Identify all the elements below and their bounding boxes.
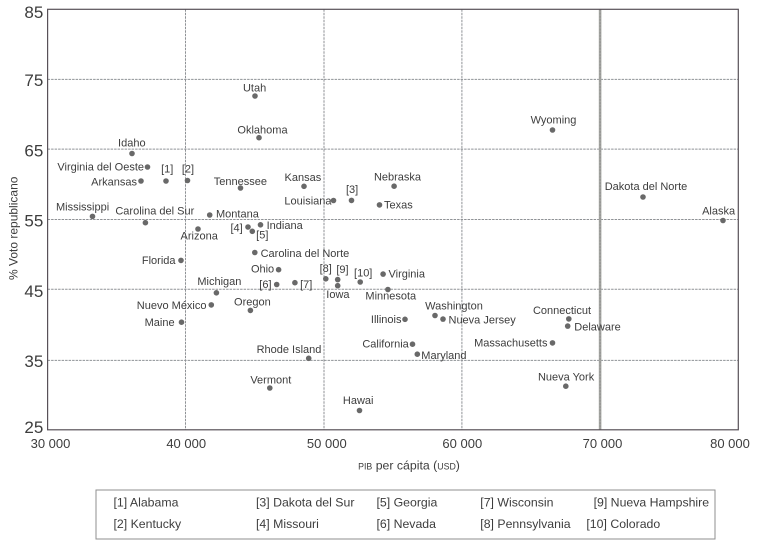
svg-text:40 000: 40 000 — [166, 436, 206, 451]
svg-text:Illinois: Illinois — [371, 314, 402, 326]
svg-text:Carolina del Sur: Carolina del Sur — [115, 205, 194, 217]
svg-text:Mississippi: Mississippi — [56, 202, 109, 214]
svg-text:[2]: [2] — [182, 164, 194, 176]
svg-text:Maryland: Maryland — [421, 350, 466, 362]
svg-text:[5]: [5] — [256, 230, 268, 242]
svg-text:[8]: [8] — [320, 263, 332, 275]
svg-text:Utah: Utah — [243, 83, 266, 95]
svg-text:Delaware: Delaware — [574, 322, 620, 334]
svg-text:Carolina del Norte: Carolina del Norte — [261, 248, 350, 260]
svg-text:[9]: [9] — [336, 264, 348, 276]
svg-text:Idaho: Idaho — [118, 138, 146, 150]
svg-text:Washington: Washington — [425, 301, 483, 313]
svg-text:Dakota del Norte: Dakota del Norte — [605, 181, 688, 193]
svg-text:Wyoming: Wyoming — [531, 114, 577, 126]
svg-text:65: 65 — [24, 141, 43, 160]
svg-text:[10]: [10] — [354, 268, 372, 280]
svg-text:Ohio: Ohio — [251, 264, 274, 276]
svg-text:80 000: 80 000 — [710, 436, 750, 451]
svg-text:Oregon: Oregon — [234, 297, 271, 309]
svg-text:Maine: Maine — [145, 317, 175, 329]
svg-text:[9] Nueva Hampshire: [9] Nueva Hampshire — [594, 496, 710, 510]
svg-text:85: 85 — [24, 3, 43, 22]
svg-text:[1] Alabama: [1] Alabama — [114, 496, 179, 510]
svg-text:Virginia del Oeste: Virginia del Oeste — [57, 162, 144, 174]
svg-text:Nuevo México: Nuevo México — [137, 300, 207, 312]
svg-text:[3]: [3] — [346, 184, 358, 196]
svg-text:California: California — [362, 339, 409, 351]
svg-text:60 000: 60 000 — [442, 436, 482, 451]
svg-text:35: 35 — [24, 352, 43, 371]
svg-text:PIB per cápita (USD): PIB per cápita (USD) — [358, 459, 460, 473]
svg-text:[3] Dakota del Sur: [3] Dakota del Sur — [256, 496, 354, 510]
svg-text:Arizona: Arizona — [181, 230, 219, 242]
svg-text:Connecticut: Connecticut — [533, 305, 591, 317]
svg-text:Iowa: Iowa — [326, 289, 350, 301]
svg-text:Rhode Island: Rhode Island — [257, 344, 322, 356]
svg-text:Nueva York: Nueva York — [538, 371, 595, 383]
svg-text:[6] Nevada: [6] Nevada — [377, 517, 437, 531]
svg-text:[8] Pennsylvania: [8] Pennsylvania — [480, 517, 570, 531]
svg-text:[4]: [4] — [230, 222, 242, 234]
svg-text:70 000: 70 000 — [583, 436, 623, 451]
svg-text:Hawai: Hawai — [343, 395, 374, 407]
svg-text:50 000: 50 000 — [307, 436, 347, 451]
svg-text:Kansas: Kansas — [285, 172, 322, 184]
svg-text:Montana: Montana — [216, 209, 260, 221]
svg-text:[7] Wisconsin: [7] Wisconsin — [480, 496, 553, 510]
svg-text:[1]: [1] — [161, 164, 173, 176]
svg-text:Louisiana: Louisiana — [284, 196, 332, 208]
svg-text:55: 55 — [24, 211, 43, 230]
svg-text:Texas: Texas — [384, 200, 413, 212]
svg-text:Nebraska: Nebraska — [374, 171, 422, 183]
svg-text:75: 75 — [24, 71, 43, 90]
svg-text:Alaska: Alaska — [702, 206, 736, 218]
svg-text:Nueva Jersey: Nueva Jersey — [449, 314, 517, 326]
svg-text:30 000: 30 000 — [31, 436, 71, 451]
svg-text:45: 45 — [24, 282, 43, 301]
svg-text:Indiana: Indiana — [267, 220, 304, 232]
svg-text:[6]: [6] — [259, 279, 271, 291]
svg-text:[7]: [7] — [300, 279, 312, 291]
svg-text:Oklahoma: Oklahoma — [237, 124, 288, 136]
svg-text:Virginia: Virginia — [389, 269, 426, 281]
svg-text:Massachusetts: Massachusetts — [474, 338, 548, 350]
svg-text:Vermont: Vermont — [250, 374, 291, 386]
svg-text:25: 25 — [24, 418, 43, 437]
svg-text:Minnesota: Minnesota — [365, 291, 417, 303]
svg-text:Arkansas: Arkansas — [91, 176, 137, 188]
svg-text:Michigan: Michigan — [197, 276, 241, 288]
svg-text:[2] Kentucky: [2] Kentucky — [114, 517, 183, 531]
svg-text:[5] Georgia: [5] Georgia — [377, 496, 438, 510]
svg-text:[10] Colorado: [10] Colorado — [586, 517, 660, 531]
svg-text:% Voto republicano: % Voto republicano — [6, 176, 20, 280]
svg-text:[4] Missouri: [4] Missouri — [256, 517, 319, 531]
svg-text:Tennessee: Tennessee — [214, 176, 267, 188]
svg-text:Florida: Florida — [142, 255, 177, 267]
